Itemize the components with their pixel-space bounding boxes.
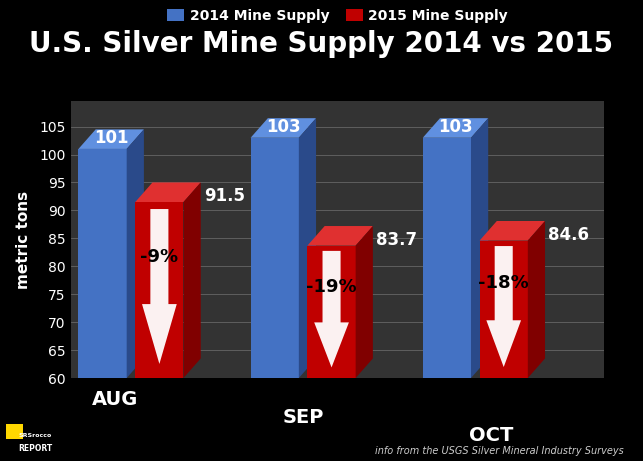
Polygon shape (135, 183, 201, 202)
Bar (307, 246, 356, 378)
Text: -19%: -19% (306, 278, 357, 296)
Polygon shape (142, 209, 177, 364)
Polygon shape (183, 183, 201, 378)
Text: SRSrocco: SRSrocco (19, 433, 52, 438)
Text: 103: 103 (438, 118, 473, 136)
Bar (251, 138, 299, 378)
Polygon shape (356, 226, 373, 378)
Polygon shape (480, 221, 545, 241)
Legend: 2014 Mine Supply, 2015 Mine Supply: 2014 Mine Supply, 2015 Mine Supply (162, 3, 513, 29)
Polygon shape (528, 221, 545, 378)
Polygon shape (251, 118, 316, 138)
Text: -9%: -9% (140, 248, 179, 266)
Polygon shape (127, 130, 144, 378)
Polygon shape (423, 118, 488, 138)
Polygon shape (78, 130, 144, 149)
Text: SEP: SEP (282, 408, 324, 427)
Bar (135, 202, 183, 378)
Text: -18%: -18% (478, 274, 529, 292)
Text: info from the USGS Silver Mineral Industry Surveys: info from the USGS Silver Mineral Indust… (375, 446, 624, 456)
Text: 84.6: 84.6 (548, 226, 590, 244)
Text: 91.5: 91.5 (204, 187, 245, 205)
Polygon shape (314, 251, 349, 367)
Y-axis label: metric tons: metric tons (16, 191, 31, 289)
Bar (78, 149, 127, 378)
Text: 103: 103 (266, 118, 301, 136)
Polygon shape (307, 226, 373, 246)
Polygon shape (486, 246, 521, 367)
Bar (423, 138, 471, 378)
Text: 101: 101 (94, 129, 129, 147)
Text: 83.7: 83.7 (376, 230, 417, 249)
Bar (480, 241, 528, 378)
Text: AUG: AUG (93, 390, 139, 408)
Text: OCT: OCT (469, 426, 513, 445)
Text: REPORT: REPORT (18, 444, 53, 453)
Bar (6, 424, 23, 439)
Polygon shape (299, 118, 316, 378)
Polygon shape (471, 118, 488, 378)
Text: U.S. Silver Mine Supply 2014 vs 2015: U.S. Silver Mine Supply 2014 vs 2015 (30, 30, 613, 58)
